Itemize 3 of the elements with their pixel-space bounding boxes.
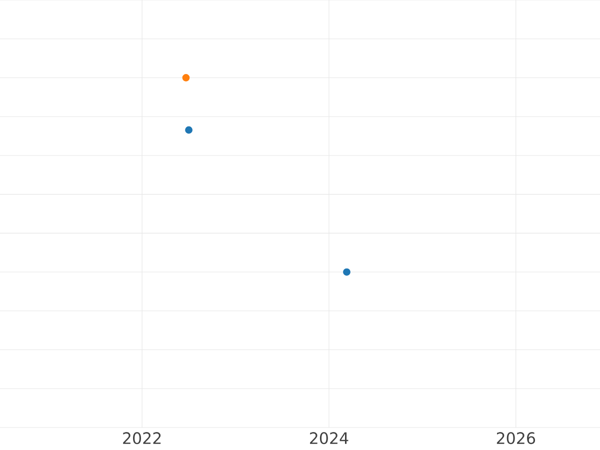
x-tick-label: 2026 [496,432,536,444]
x-tick-label: 2024 [310,432,348,444]
x-tick-label: 2022 [123,432,161,444]
